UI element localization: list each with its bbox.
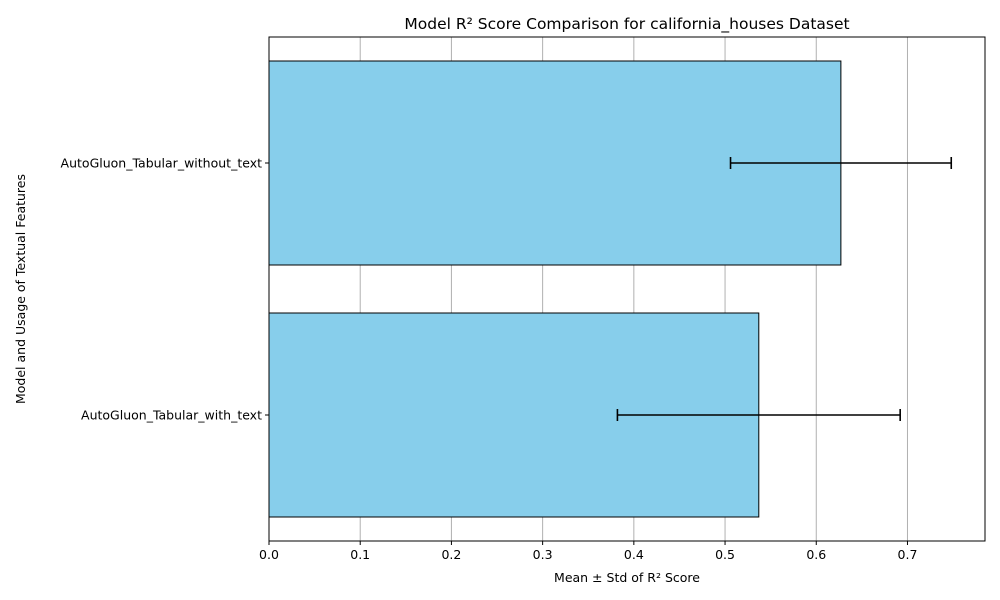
x-tick-label: 0.7 [898,547,918,562]
error-bars [616,157,953,421]
plot-frame [268,36,986,542]
x-axis-label: Mean ± Std of R² Score [554,570,700,585]
y-tick-label: AutoGluon_Tabular_without_text [61,156,263,171]
y-axis-label: Model and Usage of Textual Features [13,174,28,404]
x-tick-label: 0.2 [441,547,461,562]
x-tick-label: 0.5 [715,547,735,562]
chart-title: Model R² Score Comparison for california… [404,15,849,34]
bars [268,60,842,518]
x-ticks: 0.0 0.1 0.2 0.3 0.4 0.5 0.6 0.7 [259,541,917,562]
x-tick-label: 0.0 [259,547,279,562]
x-tick-label: 0.1 [350,547,370,562]
x-tick-label: 0.6 [806,547,826,562]
x-tick-label: 0.3 [533,547,553,562]
y-tick-label: AutoGluon_Tabular_with_text [81,408,262,423]
y-ticks: AutoGluon_Tabular_without_text AutoGluon_… [61,156,269,423]
x-tick-label: 0.4 [624,547,644,562]
